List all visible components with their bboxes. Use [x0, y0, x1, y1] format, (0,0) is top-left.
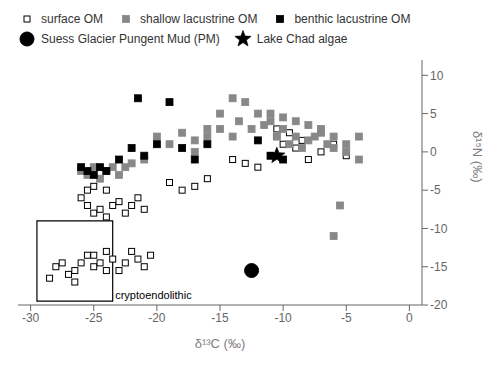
- svg-text:-20: -20: [430, 298, 448, 312]
- html-text:Lake Chad algae: Lake Chad algae: [256, 32, 348, 46]
- svg-text:-5: -5: [430, 183, 441, 197]
- svg-text:δ¹³C (‰): δ¹³C (‰): [195, 336, 246, 351]
- svg-text:-10: -10: [430, 222, 448, 236]
- html-text:benthic lacustrine OM: benthic lacustrine OM: [294, 12, 411, 26]
- html-text:surface OM: surface OM: [41, 12, 103, 26]
- svg-text:-5: -5: [341, 311, 352, 325]
- svg-text:-20: -20: [148, 311, 166, 325]
- svg-text:5: 5: [430, 107, 437, 121]
- svg-text:0: 0: [406, 311, 413, 325]
- svg-text:-10: -10: [274, 311, 292, 325]
- svg-text:δ¹⁵N (‰): δ¹⁵N (‰): [470, 131, 485, 183]
- svg-text:cryptoendolithic: cryptoendolithic: [115, 289, 192, 301]
- svg-text:0: 0: [430, 145, 437, 159]
- svg-text:-15: -15: [211, 311, 229, 325]
- svg-text:-15: -15: [430, 260, 448, 274]
- html-text:shallow lacustrine OM: shallow lacustrine OM: [140, 12, 258, 26]
- svg-text:-30: -30: [22, 311, 40, 325]
- svg-text:10: 10: [430, 69, 444, 83]
- svg-text:-25: -25: [85, 311, 103, 325]
- html-text:Suess Glacier Pungent Mud (PM): Suess Glacier Pungent Mud (PM): [41, 32, 220, 46]
